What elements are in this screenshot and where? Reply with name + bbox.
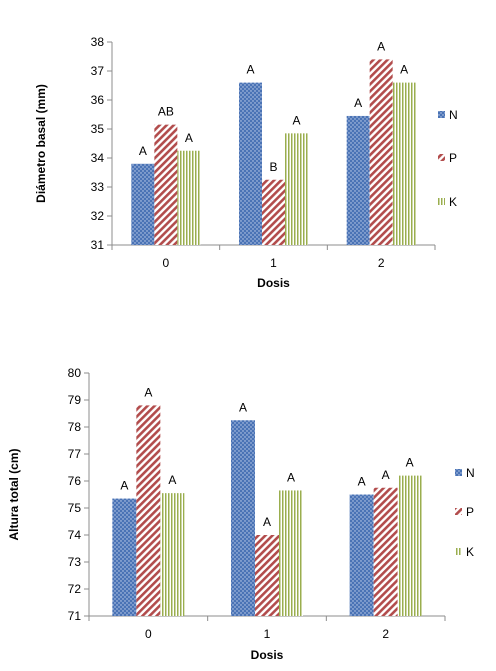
y-tick-label: 35 [91, 122, 105, 136]
significance-label: A [377, 39, 385, 53]
y-tick-label: 74 [68, 528, 82, 542]
x-tick-label: 0 [145, 627, 152, 641]
x-tick-label: 1 [264, 627, 271, 641]
x-tick-label: 2 [378, 256, 385, 270]
legend-swatch-K [455, 548, 462, 555]
significance-label: A [406, 456, 414, 470]
legend-swatch-N [455, 469, 462, 476]
significance-label: AB [158, 105, 174, 119]
y-axis-title: Diámetro basal (mm) [34, 84, 48, 203]
significance-label: A [354, 96, 362, 110]
significance-label: A [120, 479, 128, 493]
significance-label: B [269, 160, 277, 174]
x-tick-label: 2 [382, 627, 389, 641]
significance-label: A [287, 470, 295, 484]
legend-swatch-N [438, 111, 445, 118]
legend: N P K [455, 466, 475, 559]
y-tick-label: 31 [91, 238, 105, 252]
bar-K-0 [160, 493, 185, 616]
bar-P-2 [369, 59, 393, 246]
x-axis-title: Dosis [251, 648, 284, 662]
y-tick-label: 32 [91, 209, 105, 223]
legend-label-K: K [449, 195, 457, 209]
bar-N-2 [349, 494, 374, 616]
y-tick-label: 73 [68, 555, 82, 569]
x-axis-title: Dosis [257, 276, 290, 290]
significance-label: A [246, 63, 254, 77]
y-tick-label: 75 [68, 501, 82, 515]
legend-label-P: P [449, 151, 457, 165]
bar-K-2 [392, 82, 416, 245]
y-tick-label: 36 [91, 93, 105, 107]
legend-swatch-K [438, 198, 445, 205]
y-tick-label: 77 [68, 447, 82, 461]
legend-swatch-P [438, 154, 445, 161]
x-tick-label: 1 [270, 256, 277, 270]
legend-label-N: N [466, 466, 475, 480]
bar-P-2 [373, 487, 398, 616]
bar-N-1 [231, 420, 255, 616]
bar-K-2 [397, 475, 422, 616]
significance-label: A [382, 468, 390, 482]
significance-label: A [168, 473, 176, 487]
bar-P-1 [262, 179, 285, 245]
y-tick-label: 78 [68, 420, 82, 434]
bar-P-0 [154, 124, 178, 245]
y-tick-label: 72 [68, 582, 82, 596]
bar-K-1 [285, 133, 308, 245]
significance-label: A [292, 113, 300, 127]
significance-label: A [358, 475, 366, 489]
significance-label: A [185, 131, 193, 145]
legend-swatch-P [455, 508, 462, 515]
chart-altura-total: 71 72 73 74 75 76 77 78 79 80 0 A A A 1 A A A 2 A A A Dosis Alt… [7, 366, 475, 662]
significance-label: A [239, 400, 247, 414]
x-tick-label: 0 [162, 256, 169, 270]
y-tick-label: 80 [68, 366, 82, 380]
significance-label: A [139, 144, 147, 158]
significance-label: A [263, 515, 271, 529]
bar-N-0 [131, 163, 155, 245]
legend-label-K: K [466, 545, 474, 559]
bar-P-0 [136, 405, 161, 616]
significance-label: A [400, 63, 408, 77]
legend-label-N: N [449, 108, 458, 122]
bar-K-0 [177, 150, 201, 245]
y-tick-label: 71 [68, 609, 82, 623]
y-tick-label: 34 [91, 151, 105, 165]
significance-label: A [144, 385, 152, 399]
legend-label-P: P [466, 505, 474, 519]
legend: N P K [438, 108, 458, 209]
y-tick-label: 37 [91, 64, 105, 78]
bar-N-0 [112, 498, 137, 616]
y-tick-label: 76 [68, 474, 82, 488]
y-tick-label: 38 [91, 35, 105, 49]
bar-N-1 [239, 82, 262, 245]
bar-N-2 [346, 115, 370, 245]
bar-K-1 [279, 490, 303, 616]
bar-P-1 [255, 535, 279, 616]
y-axis-title: Altura total (cm) [7, 448, 21, 540]
chart-diametro-basal: 31323334353637380AABA1ABA2AAADosisDiámet… [34, 35, 458, 290]
y-tick-label: 33 [91, 180, 105, 194]
y-tick-label: 79 [68, 393, 82, 407]
